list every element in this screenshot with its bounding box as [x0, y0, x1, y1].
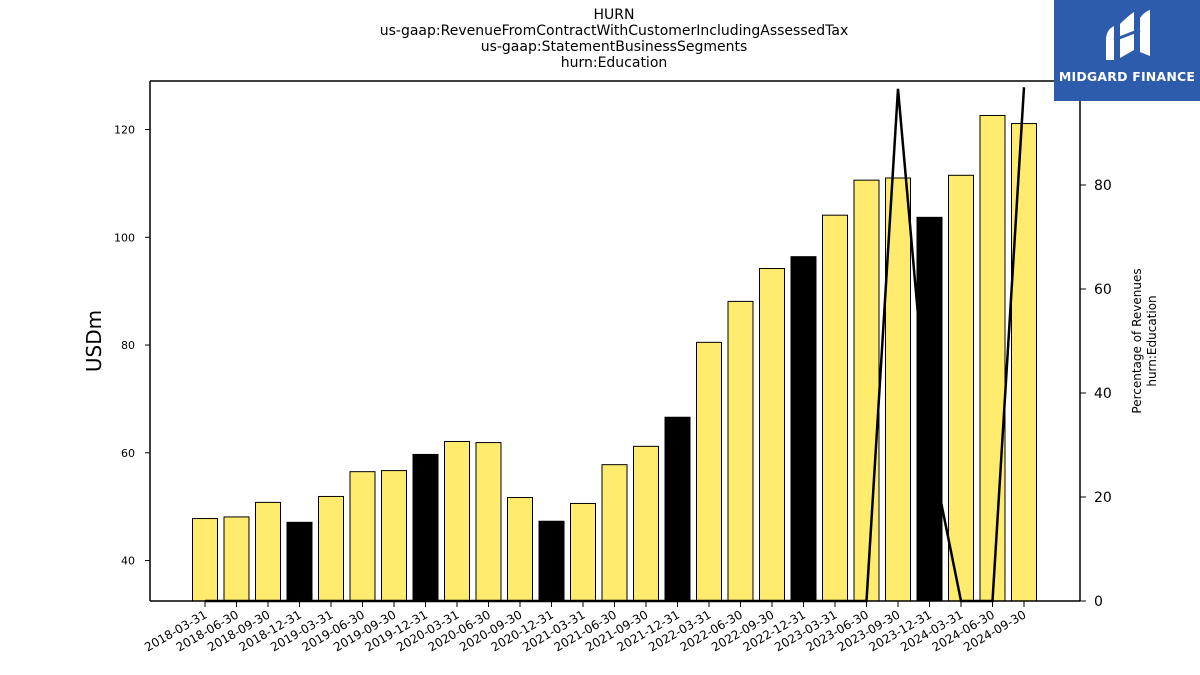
bar-2019-09-30 [381, 470, 407, 602]
y-tick-label-100: 100 [114, 231, 135, 244]
bar-2023-12-31 [916, 216, 943, 602]
bar-2020-09-30 [507, 497, 533, 602]
bar-2022-06-30 [727, 300, 754, 602]
bar-2018-12-31 [286, 521, 313, 602]
y2-tick-label-20: 20 [1094, 490, 1112, 506]
bar-2020-06-30 [475, 442, 502, 602]
y-axis-label: USDm [82, 310, 106, 372]
title-ticker: HURN [593, 7, 635, 23]
y-tick-label-60: 60 [121, 447, 135, 460]
secondary-axis-label-line1: Percentage of Revenues [1130, 268, 1144, 413]
bar-2020-12-31 [538, 520, 565, 602]
title-concept: us-gaap:RevenueFromContractWithCustomerI… [379, 23, 849, 39]
bar-2020-03-31 [444, 440, 470, 602]
bar-2018-06-30 [223, 516, 250, 602]
bar-2021-03-31 [570, 502, 596, 602]
bar-2023-03-31 [822, 214, 848, 602]
bar-2018-03-31 [192, 518, 218, 602]
bar-2021-12-31 [664, 416, 691, 602]
brand-logo: MIDGARD FINANCE [1054, 0, 1200, 101]
secondary-axis-label-line2: hurn:Education [1145, 295, 1159, 386]
y2-tick-label-60: 60 [1094, 282, 1112, 298]
bar-2019-12-31 [412, 453, 439, 602]
bar-2024-03-31 [948, 174, 974, 602]
y-tick-label-80: 80 [121, 339, 135, 352]
y-tick-label-40: 40 [121, 555, 135, 568]
bar-2023-06-30 [853, 179, 880, 602]
bar-2022-09-30 [759, 268, 785, 602]
y-tick-label-120: 120 [114, 123, 135, 136]
y2-tick-label-40: 40 [1094, 386, 1112, 402]
bar-2019-03-31 [318, 495, 344, 602]
bar-2024-09-30 [1011, 123, 1037, 602]
title-axis: us-gaap:StatementBusinessSegments [480, 39, 748, 55]
bar-2022-12-31 [790, 256, 817, 602]
bar-2021-06-30 [601, 464, 628, 602]
logo-mark-icon [1106, 10, 1150, 60]
bar-2023-09-30 [885, 177, 911, 602]
axes-layer: 4060801001200204060801002018-03-312018-0… [114, 74, 1121, 654]
y2-tick-label-0: 0 [1094, 594, 1103, 610]
logo-text: MIDGARD FINANCE [1058, 69, 1196, 84]
y2-tick-label-80: 80 [1094, 178, 1112, 194]
bar-2018-09-30 [255, 501, 281, 602]
bar-2022-03-31 [696, 341, 722, 602]
bar-2021-09-30 [633, 445, 659, 602]
bars-layer [192, 114, 1037, 602]
title-member: hurn:Education [560, 55, 668, 71]
bar-2019-06-30 [349, 471, 376, 602]
bar-2024-06-30 [979, 114, 1006, 602]
